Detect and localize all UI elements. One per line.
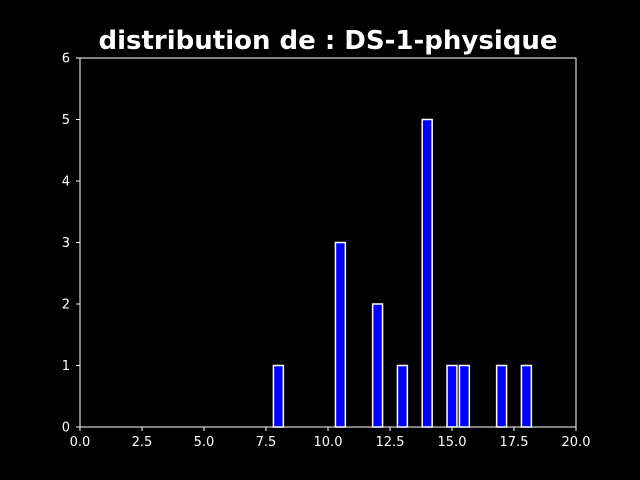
histogram-bar bbox=[458, 364, 471, 428]
x-tick-label: 15.0 bbox=[438, 435, 467, 450]
bars-group bbox=[272, 118, 533, 428]
x-tick-label: 17.5 bbox=[500, 435, 529, 450]
y-tick-label: 5 bbox=[62, 113, 70, 128]
histogram-bar bbox=[520, 364, 533, 428]
x-axis: 0.0 2.5 5.0 7.5 10.0 12.5 15.0 17.5 20.0 bbox=[70, 427, 591, 450]
x-tick-label: 12.5 bbox=[376, 435, 405, 450]
x-tick-label: 7.5 bbox=[256, 435, 277, 450]
chart-title: distribution de : DS-1-physique bbox=[99, 26, 558, 56]
x-tick-label: 2.5 bbox=[132, 435, 153, 450]
y-tick-label: 3 bbox=[62, 236, 70, 251]
y-axis: 0 1 2 3 4 5 6 bbox=[62, 52, 80, 436]
y-tick-label: 1 bbox=[62, 359, 70, 374]
x-tick-label: 10.0 bbox=[314, 435, 343, 450]
x-tick-label: 5.0 bbox=[194, 435, 215, 450]
y-tick-label: 6 bbox=[62, 52, 70, 67]
histogram-bar bbox=[272, 364, 285, 428]
histogram-bar bbox=[371, 303, 384, 428]
histogram-bar bbox=[334, 241, 347, 428]
histogram-bar bbox=[446, 364, 458, 428]
y-tick-label: 0 bbox=[62, 421, 70, 436]
histogram-bar bbox=[396, 364, 409, 428]
histogram-bar bbox=[421, 118, 433, 428]
x-tick-label: 20.0 bbox=[562, 435, 591, 450]
histogram-bar bbox=[495, 364, 508, 428]
x-tick-label: 0.0 bbox=[70, 435, 91, 450]
y-tick-label: 4 bbox=[62, 175, 70, 190]
y-tick-label: 2 bbox=[62, 298, 70, 313]
